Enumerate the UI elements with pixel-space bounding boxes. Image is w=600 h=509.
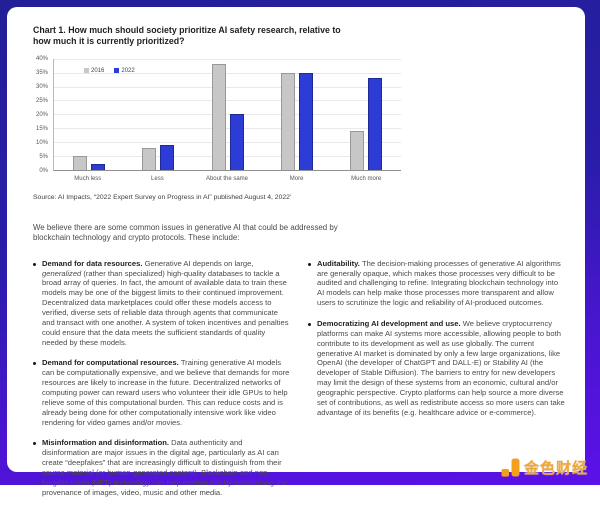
y-tick-label: 20%: [35, 111, 48, 118]
bar-group: [193, 59, 262, 170]
bar-2022: [160, 144, 175, 170]
chart-groups: [54, 59, 401, 170]
bar-group: [262, 59, 331, 170]
bar-2022: [90, 164, 105, 170]
two-column-body: Demand for data resources. Generative AI…: [33, 259, 565, 509]
bullet-lead: Democratizing AI development and use.: [317, 318, 463, 328]
chart-y-axis: 0% 5% 10% 15% 20% 25% 30% 35% 40%: [33, 55, 51, 174]
y-tick-label: 30%: [35, 83, 48, 90]
bar-2016: [211, 64, 226, 170]
y-tick-label: 0%: [39, 167, 48, 174]
bullet-lead: Auditability.: [317, 258, 362, 268]
legend-swatch: [114, 68, 120, 74]
gridline: [54, 86, 401, 88]
bullet-marker: [308, 262, 311, 266]
chart-title: Chart 1. How much should society priorit…: [33, 25, 341, 47]
y-tick-label: 40%: [35, 55, 48, 62]
bullet-item: Misinformation and disinformation. Data …: [33, 438, 290, 497]
y-tick-label: 25%: [35, 97, 48, 104]
bullet-marker: [33, 442, 36, 446]
gridline: [54, 155, 401, 157]
bullet-marker: [308, 322, 311, 326]
bullet-body: Generative AI depends on large, generali…: [42, 258, 289, 347]
bar-2016: [280, 72, 295, 170]
gridline: [54, 128, 401, 130]
jinse-logo-text: 金色财经: [523, 460, 588, 477]
bar-2016: [142, 147, 157, 170]
bullet-lead: Demand for data resources.: [42, 258, 145, 268]
gridline: [54, 72, 401, 74]
bullet-body: We believe cryptocurrency platforms can …: [317, 318, 565, 417]
legend-item: 2022: [114, 68, 135, 74]
left-column: Demand for data resources. Generative AI…: [33, 259, 290, 509]
x-tick-label: Less: [151, 175, 164, 182]
jinse-finance-logo: 金色财经: [501, 457, 588, 478]
bar-group: [332, 59, 401, 170]
legend-item: 2016: [84, 68, 104, 74]
gridline: [54, 58, 401, 60]
bar-2022: [229, 114, 244, 170]
bullet-marker: [33, 362, 36, 366]
chart-x-axis: Much less Less About the same More Much more: [53, 173, 401, 185]
legend-swatch: [84, 68, 89, 74]
chart-source: Source: AI Impacts, “2022 Expert Survey …: [33, 193, 292, 201]
x-tick-label: More: [289, 175, 304, 182]
x-tick-label: Much more: [351, 175, 382, 182]
bullet-body: The decision-making processes of generat…: [317, 258, 561, 308]
bullet-marker: [33, 262, 36, 266]
right-column: Auditability. The decision-making proces…: [308, 259, 565, 509]
y-tick-label: 5%: [39, 153, 48, 160]
bar-chart: 0% 5% 10% 15% 20% 25% 30% 35% 40% 2016 2022 Much …: [33, 55, 405, 185]
y-tick-label: 10%: [35, 139, 48, 146]
bar-2022: [368, 78, 383, 170]
jinse-logo-icon: [501, 458, 520, 477]
chart-plot-area: 2016 2022: [53, 58, 401, 171]
chart-legend: 2016 2022: [84, 68, 135, 74]
bar-group: [54, 59, 123, 170]
bullet-item: Democratizing AI development and use. We…: [308, 319, 565, 418]
page-frame: Chart 1. How much should society priorit…: [0, 0, 600, 497]
bullet-lead: Demand for computational resources.: [42, 358, 181, 368]
x-tick-label: Much less: [74, 175, 102, 182]
y-tick-label: 35%: [35, 69, 48, 76]
bullet-item: Auditability. The decision-making proces…: [308, 259, 565, 308]
bullet-item: Demand for data resources. Generative AI…: [33, 259, 290, 348]
gridline: [54, 142, 401, 144]
bar-2016: [72, 155, 87, 170]
bullet-lead: Misinformation and disinformation.: [42, 438, 172, 448]
y-tick-label: 15%: [35, 125, 48, 132]
intro-paragraph: We believe there are some common issues …: [33, 222, 338, 243]
bullet-item: Demand for computational resources. Trai…: [33, 358, 290, 427]
x-tick-label: About the same: [205, 175, 248, 182]
bullet-body: Training generative AI models can be com…: [42, 358, 290, 427]
bar-2016: [350, 131, 365, 170]
bar-2022: [298, 72, 313, 170]
bar-group: [123, 59, 192, 170]
gridline: [54, 114, 401, 116]
gridline: [54, 100, 401, 102]
content-card: Chart 1. How much should society priorit…: [7, 7, 585, 497]
